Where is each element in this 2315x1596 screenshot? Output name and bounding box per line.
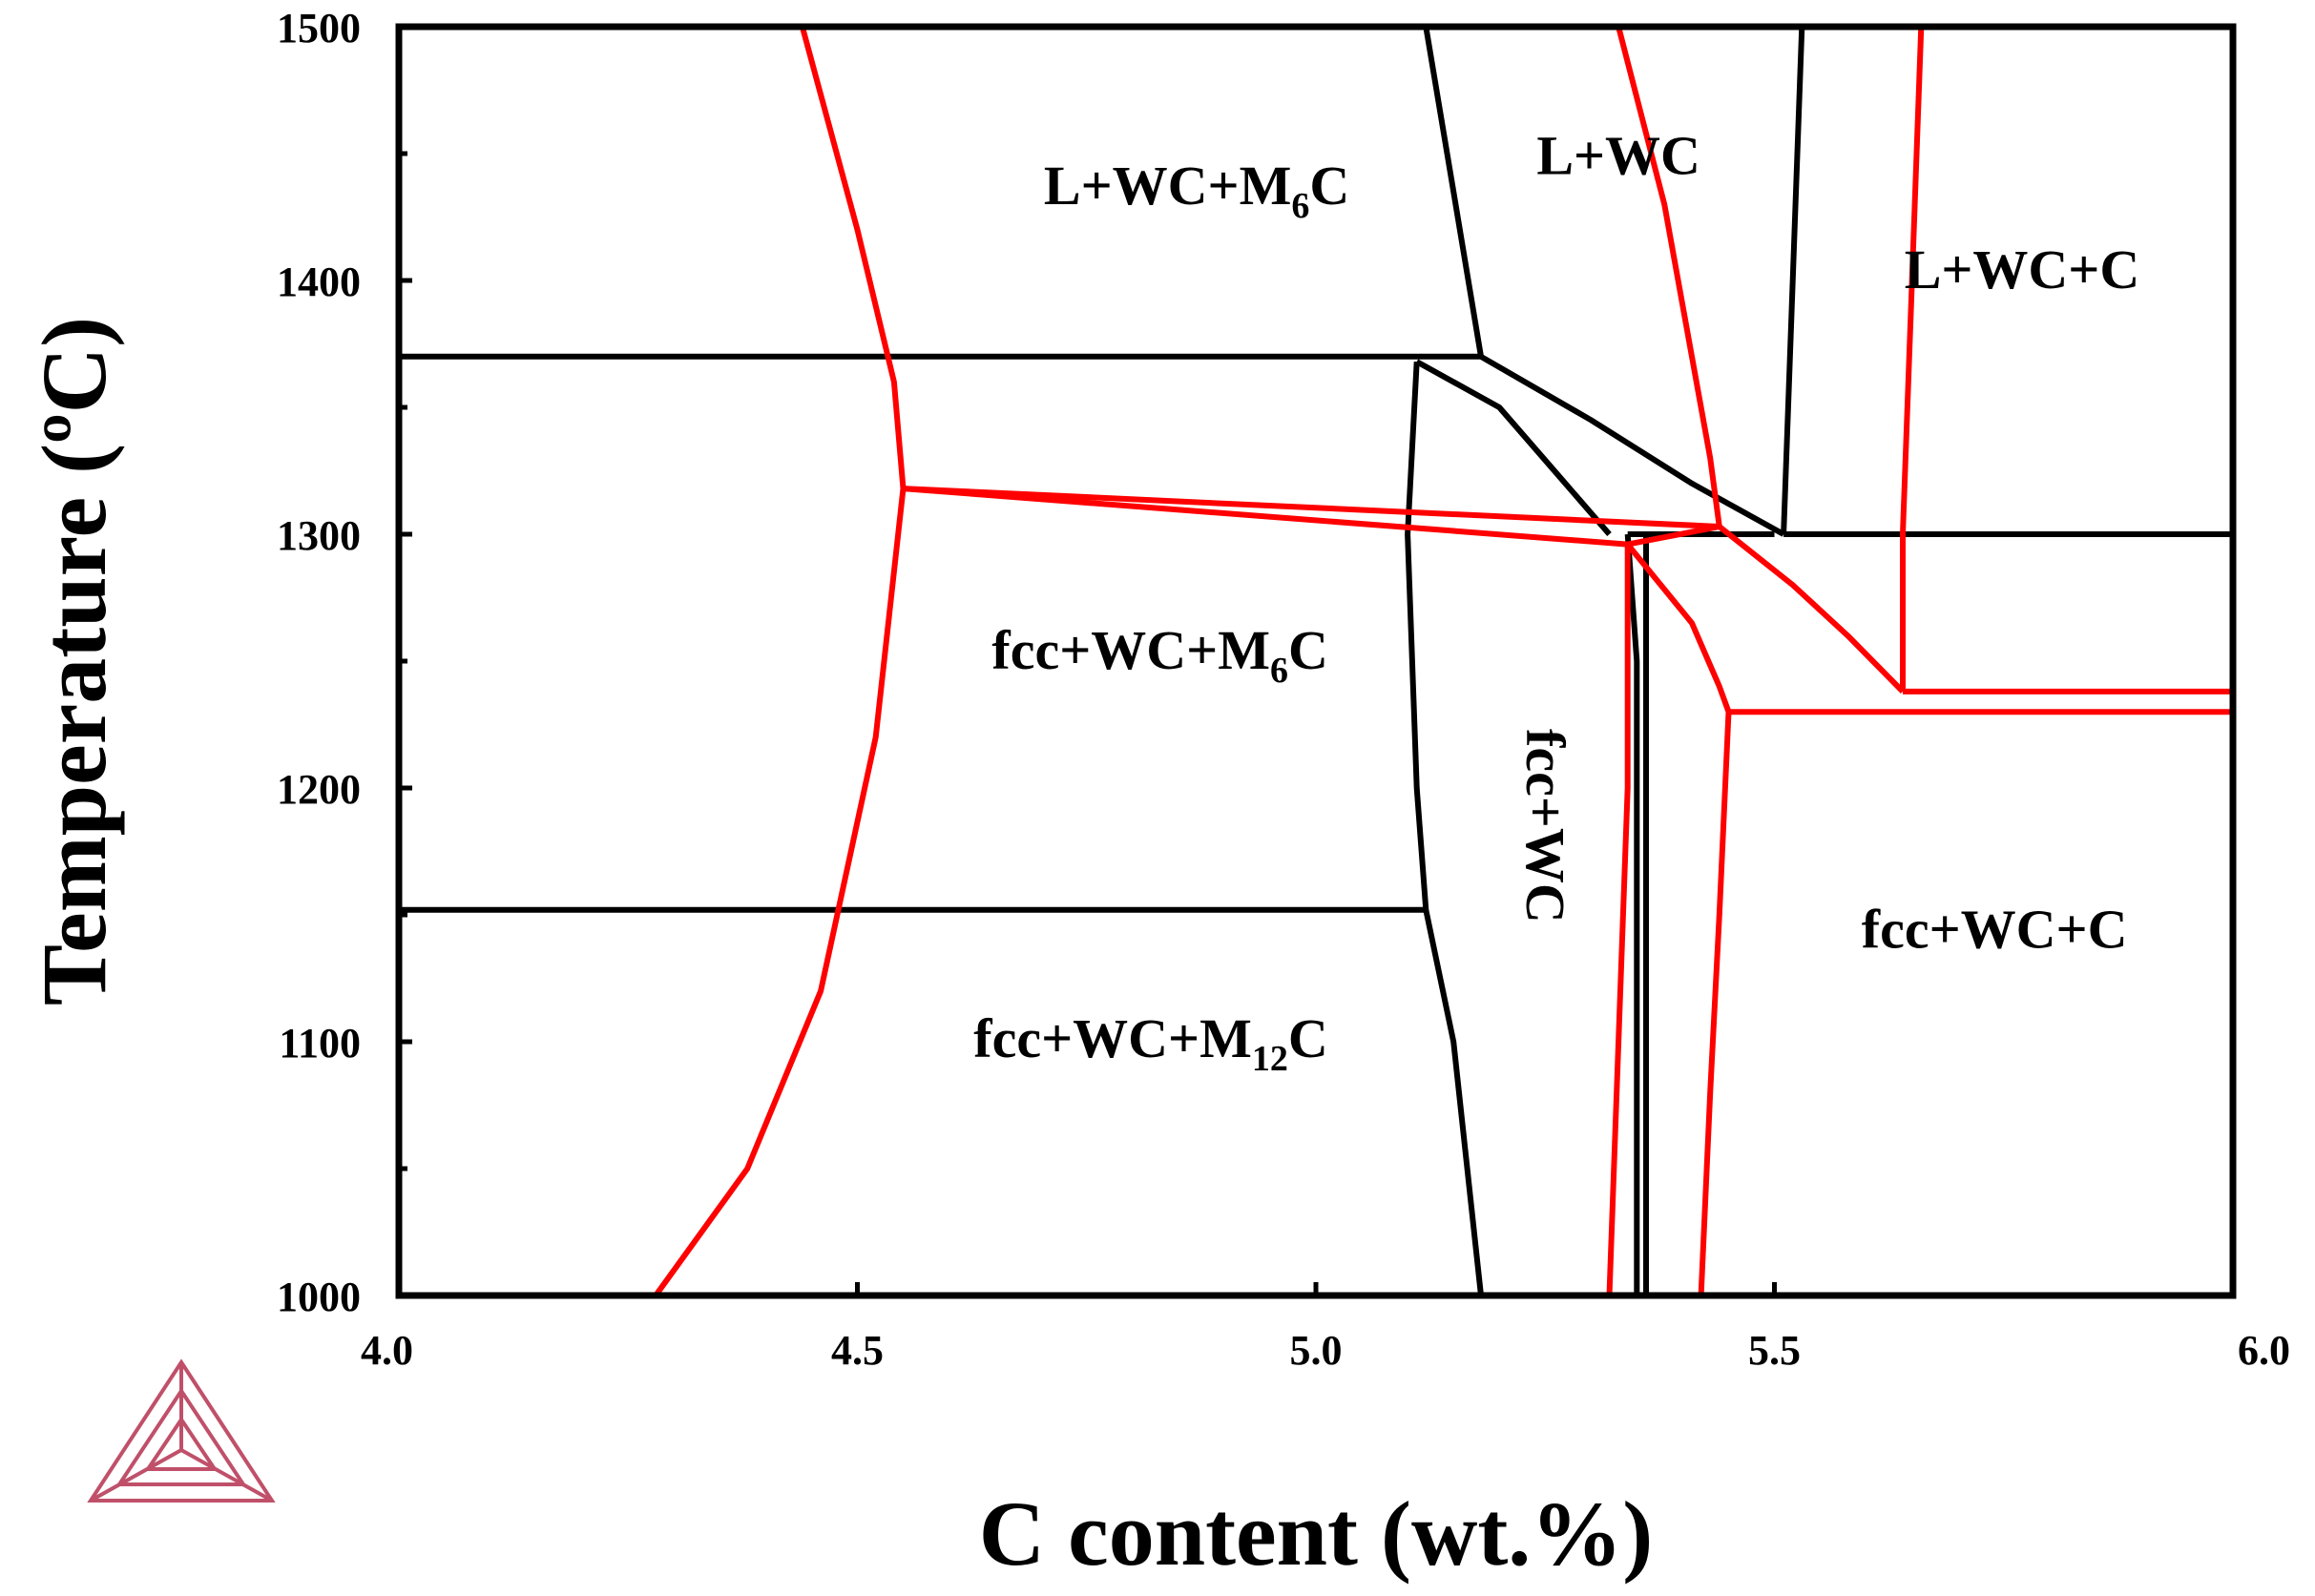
x-tick-label: 4.0 — [361, 1327, 413, 1374]
red-boundary-24 — [1900, 26, 1925, 692]
black-boundary-3 — [1415, 359, 1612, 536]
x-tick-label: 5.5 — [1748, 1327, 1801, 1374]
black-boundary-10 — [1624, 533, 1640, 1295]
region-label: fcc+WC+M6C — [991, 619, 1327, 691]
red-boundary-19 — [1717, 524, 1906, 694]
red-boundary-14 — [903, 486, 1720, 529]
region-label: L+WC+M6C — [1044, 155, 1349, 226]
x-axis-title: C content (wt.%) — [979, 1482, 1654, 1585]
region-label: fcc+WC+M12C — [973, 1007, 1327, 1079]
black-boundary-8 — [1781, 26, 1805, 535]
y-tick-label: 1500 — [277, 5, 361, 52]
y-tick-label: 1300 — [277, 512, 361, 559]
red-boundary-12 — [799, 26, 907, 489]
region-label: L+WC+C — [1905, 238, 2140, 301]
region-label: fcc+WC — [1514, 729, 1576, 923]
black-boundary-1 — [1423, 26, 1484, 358]
y-tick-label: 1400 — [277, 259, 361, 305]
red-boundary-20 — [1625, 542, 1732, 714]
red-boundary-15 — [903, 486, 1628, 548]
black-boundary-6 — [1423, 909, 1484, 1296]
black-boundary-4 — [1405, 361, 1429, 910]
axis-ticks: 1000 1100 1200 1300 1400 1500 4.0 4.5 5.0 5.5 6.0 — [277, 5, 2290, 1374]
red-boundary-18 — [1606, 544, 1631, 1296]
region-label: L+WC — [1536, 124, 1700, 186]
red-boundary-17 — [1616, 26, 1722, 528]
y-tick-label: 1200 — [277, 766, 361, 813]
y-tick-label: 1000 — [277, 1274, 361, 1320]
x-tick-label: 6.0 — [2238, 1327, 2290, 1374]
phase-boundaries — [399, 26, 2233, 1297]
x-tick-label: 5.0 — [1290, 1327, 1343, 1374]
black-boundary-2 — [1479, 354, 1785, 537]
red-boundary-16 — [1627, 524, 1721, 548]
y-axis-title: Temperature (ºC) — [23, 317, 125, 1005]
red-boundary-13 — [653, 487, 907, 1297]
red-boundary-21 — [1698, 712, 1732, 1296]
thermo-calc-logo-icon — [87, 1358, 276, 1503]
region-label: fcc+WC+C — [1862, 899, 2128, 961]
y-tick-label: 1100 — [279, 1020, 361, 1067]
x-tick-label: 4.5 — [831, 1327, 884, 1374]
region-labels: L+WC+M6C L+WC L+WC+C fcc+WC+M6C fcc+WC fcc+WC… — [973, 124, 2139, 1079]
